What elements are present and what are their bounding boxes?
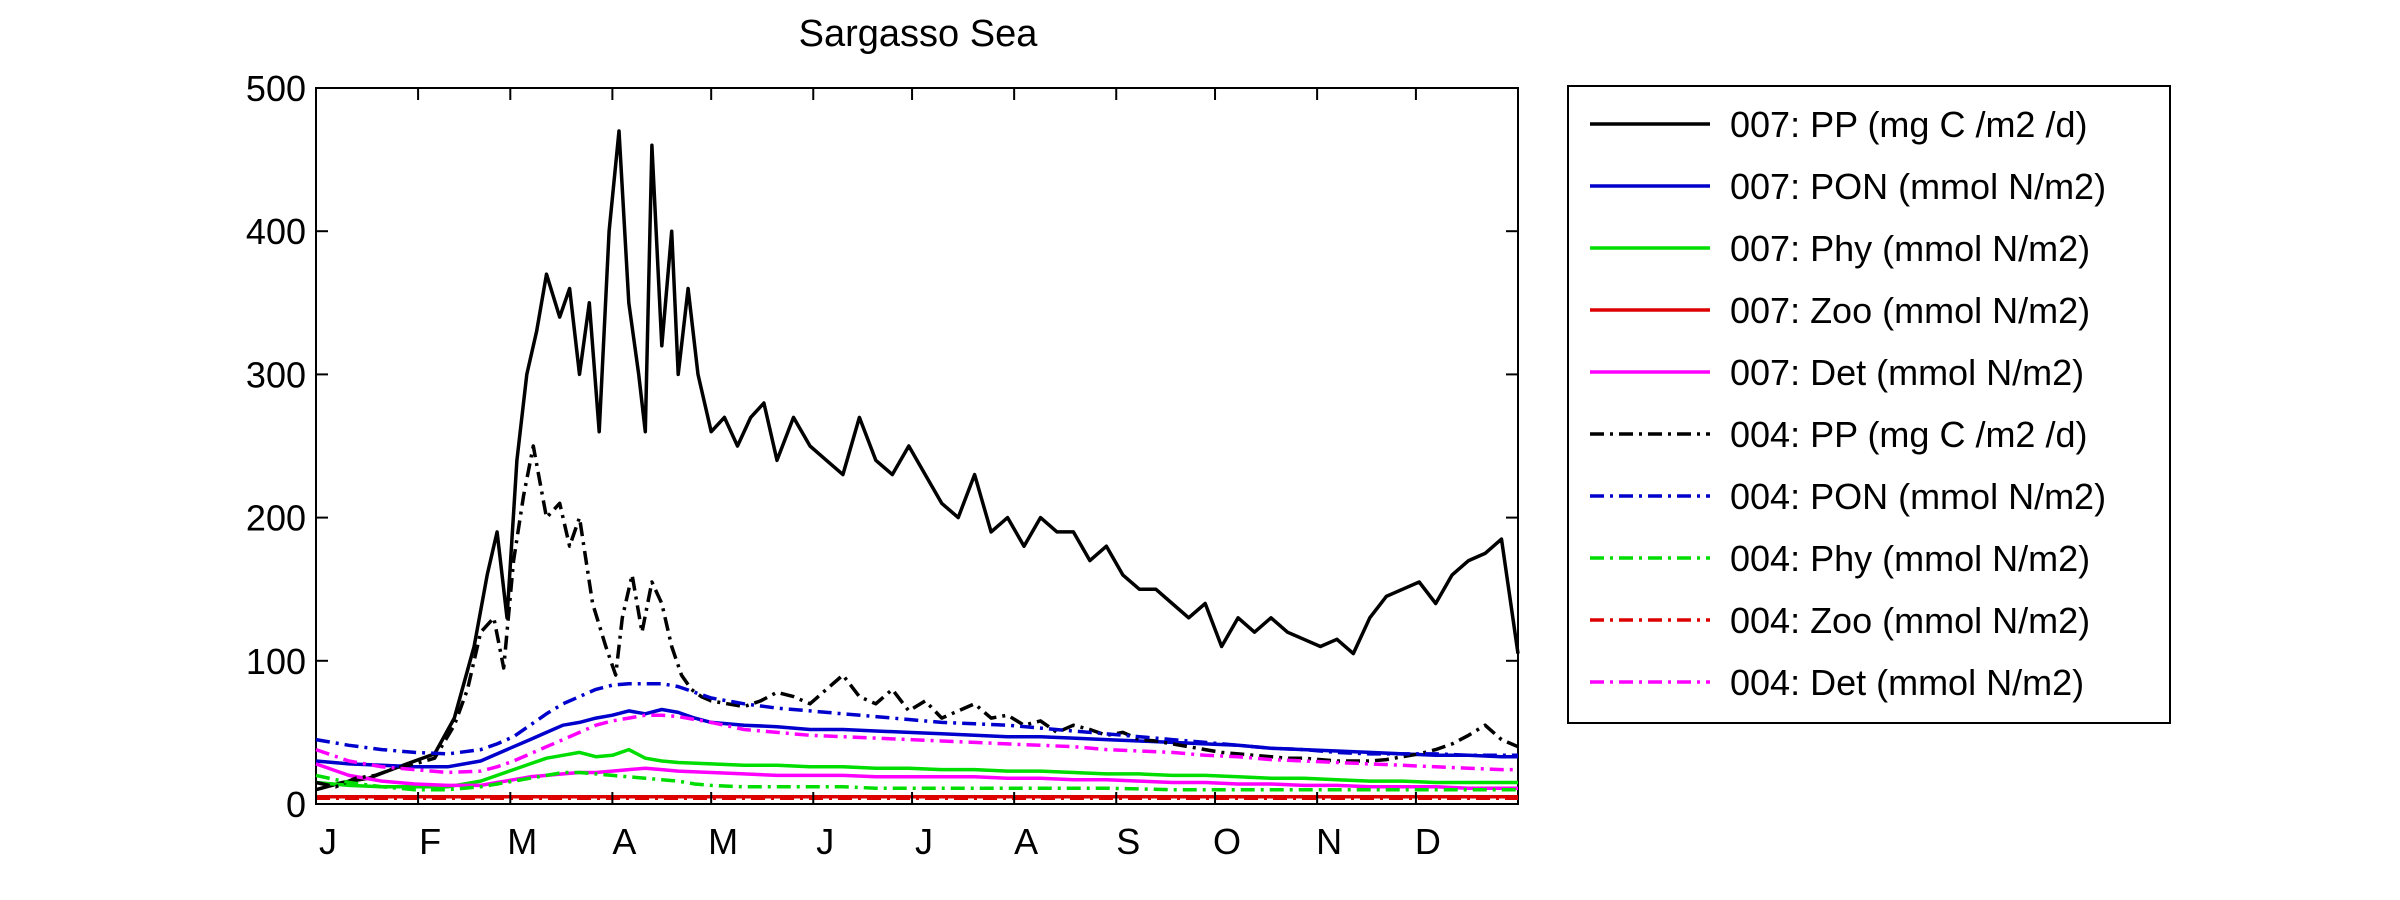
x-tick-label: J <box>816 821 834 862</box>
series-line-007-phy-mmol-n-m2 <box>315 747 1518 789</box>
y-axis-ticks: 0 100 200 300 400 500 <box>246 68 1518 825</box>
x-tick-label: D <box>1415 821 1441 862</box>
legend-label: 007: Zoo (mmol N/m2) <box>1730 290 2090 331</box>
series-line-004-phy-mmol-n-m2 <box>315 770 1518 792</box>
series-line-004-det-mmol-n-m2 <box>315 713 1518 775</box>
x-tick-label: S <box>1116 821 1140 862</box>
x-tick-label: J <box>915 821 933 862</box>
x-tick-label: A <box>612 821 636 862</box>
legend-label: 004: Phy (mmol N/m2) <box>1730 538 2090 579</box>
series-line-004-pon-mmol-n-m2 <box>315 681 1518 758</box>
y-tick-label: 100 <box>246 641 306 682</box>
legend-label: 004: Zoo (mmol N/m2) <box>1730 600 2090 641</box>
chart-title: Sargasso Sea <box>799 13 1039 55</box>
series-line-004-pp-mg-c-m2-d <box>315 444 1519 789</box>
x-tick-label: M <box>507 821 537 862</box>
x-tick-label: O <box>1213 821 1241 862</box>
y-tick-label: 500 <box>246 68 306 109</box>
x-tick-label: M <box>708 821 738 862</box>
series-line-007-pp-mg-c-m2-d <box>315 129 1520 792</box>
legend: 007: PP (mg C /m2 /d) 007: PON (mmol N/m2… <box>1567 85 2171 724</box>
x-tick-label: A <box>1014 821 1038 862</box>
legend-label: 007: Det (mmol N/m2) <box>1730 352 2084 393</box>
legend-label: 004: PP (mg C /m2 /d) <box>1730 414 2087 455</box>
x-tick-label: F <box>419 821 441 862</box>
y-tick-label: 300 <box>246 354 306 395</box>
y-tick-label: 0 <box>286 784 306 825</box>
series-layer <box>315 129 1520 801</box>
legend-label: 004: PON (mmol N/m2) <box>1730 476 2106 517</box>
series-line-007-det-mmol-n-m2 <box>315 762 1518 790</box>
legend-entries: 007: PP (mg C /m2 /d) 007: PON (mmol N/m2… <box>1590 104 2106 703</box>
legend-label: 007: Phy (mmol N/m2) <box>1730 228 2090 269</box>
legend-label: 004: Det (mmol N/m2) <box>1730 662 2084 703</box>
y-tick-label: 400 <box>246 211 306 252</box>
x-tick-label: J <box>319 821 337 862</box>
plot-frame <box>315 87 1519 805</box>
y-tick-label: 200 <box>246 498 306 539</box>
plot-area: J F M A M J J A S O N D 0 100 200 300 400 500 <box>246 68 1520 862</box>
legend-box <box>1567 85 2171 724</box>
legend-label: 007: PON (mmol N/m2) <box>1730 166 2106 207</box>
x-tick-label: N <box>1316 821 1342 862</box>
legend-label: 007: PP (mg C /m2 /d) <box>1730 104 2087 145</box>
